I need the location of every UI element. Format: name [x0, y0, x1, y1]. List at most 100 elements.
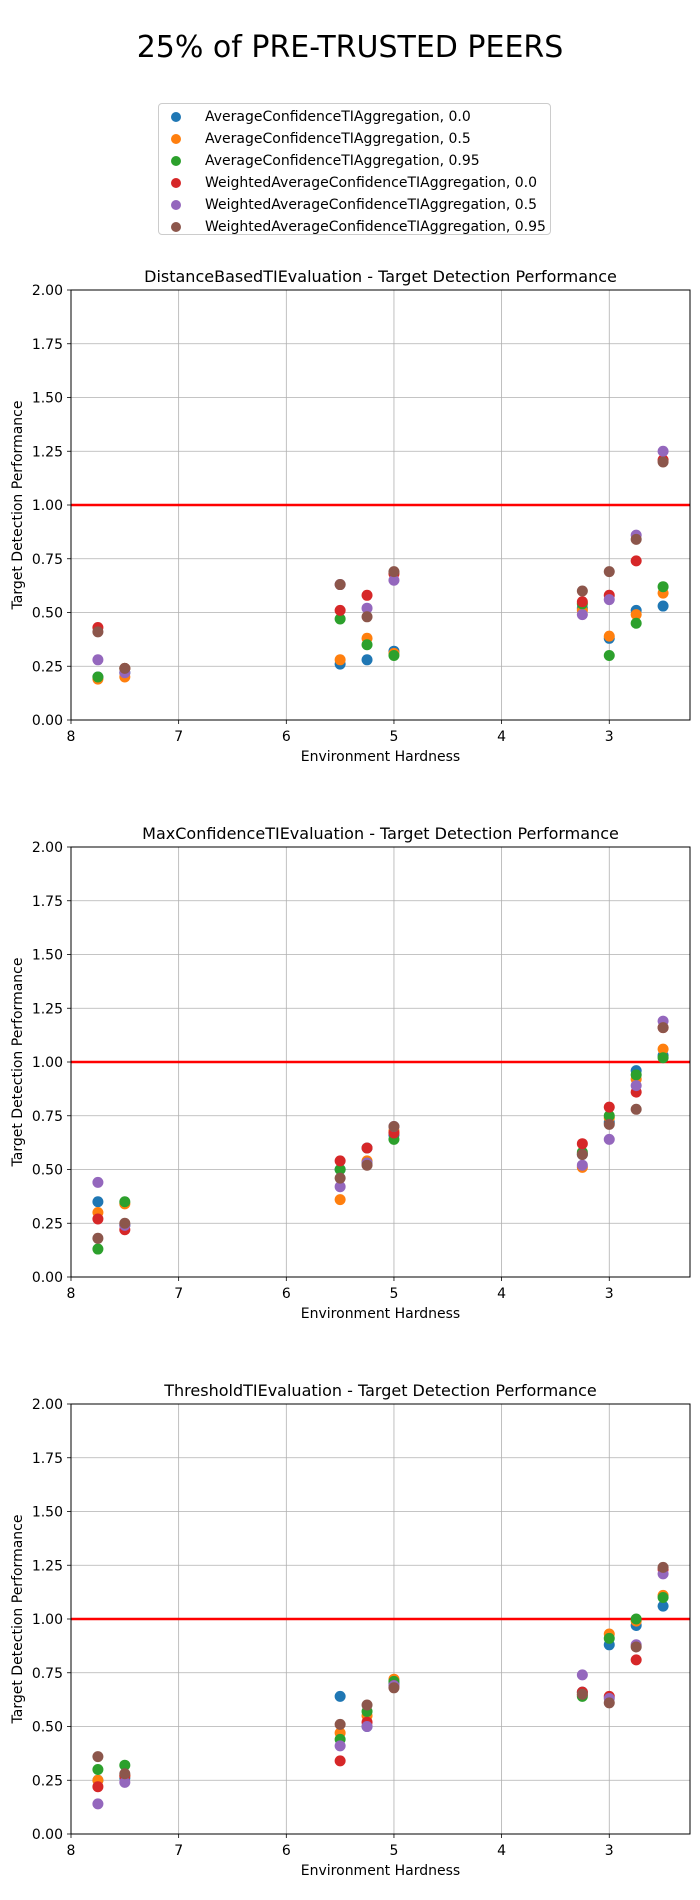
data-point [576, 1159, 588, 1171]
data-point [603, 1632, 615, 1644]
y-tick-label: 0.25 [32, 1773, 63, 1789]
data-point [92, 1781, 104, 1793]
legend-item: WeightedAverageConfidenceTIAggregation, … [159, 172, 550, 194]
data-point [576, 596, 588, 608]
data-point [603, 1101, 615, 1113]
data-point [92, 1232, 104, 1244]
chart-title: ThresholdTIEvaluation - Target Detection… [163, 1381, 597, 1400]
y-tick-label: 2.00 [32, 1397, 63, 1413]
data-point [361, 1159, 373, 1171]
plot-frame [70, 289, 691, 721]
legend-marker [171, 156, 181, 166]
data-point [657, 456, 669, 468]
plot-frame [70, 1403, 691, 1835]
data-point [334, 1690, 346, 1702]
legend-item: WeightedAverageConfidenceTIAggregation, … [159, 194, 550, 216]
x-tick-label: 3 [605, 1286, 614, 1302]
y-tick-label: 1.25 [32, 1001, 63, 1017]
data-point [657, 1043, 669, 1055]
data-point [576, 585, 588, 597]
x-tick-label: 6 [282, 1286, 291, 1302]
x-tick-label: 5 [389, 1286, 398, 1302]
legend-marker [171, 112, 181, 122]
data-point [630, 1069, 642, 1081]
data-point [603, 650, 615, 661]
data-point [603, 630, 615, 642]
data-point [657, 600, 669, 612]
y-tick-label: 2.00 [32, 283, 63, 299]
legend-label: WeightedAverageConfidenceTIAggregation, … [205, 219, 546, 235]
data-point [630, 617, 642, 629]
data-point [119, 1759, 131, 1771]
chart-title: MaxConfidenceTIEvaluation - Target Detec… [142, 824, 619, 843]
x-tick-label: 4 [497, 1286, 506, 1302]
y-axis-label: Target Detection Performance [10, 958, 26, 1168]
data-point [92, 1196, 104, 1208]
plot-frame [70, 846, 691, 1278]
y-tick-label: 1.75 [32, 894, 63, 910]
legend-label: AverageConfidenceTIAggregation, 0.95 [205, 153, 480, 169]
data-point [657, 1022, 669, 1034]
x-axis-label: Environment Hardness [301, 1306, 460, 1322]
data-point [630, 555, 642, 567]
legend: AverageConfidenceTIAggregation, 0.0 Aver… [158, 103, 551, 235]
y-tick-label: 1.00 [32, 498, 63, 514]
x-tick-label: 6 [282, 729, 291, 745]
data-point [92, 1764, 104, 1775]
data-point [630, 1103, 642, 1115]
data-point [388, 574, 400, 586]
data-point [92, 1243, 104, 1255]
x-tick-label: 5 [389, 729, 398, 745]
data-point [388, 566, 400, 578]
y-tick-label: 1.75 [32, 1451, 63, 1467]
legend-label: AverageConfidenceTIAggregation, 0.5 [205, 131, 471, 147]
data-point [334, 1755, 346, 1767]
y-axis-label: Target Detection Performance [10, 1515, 26, 1725]
data-point [657, 1592, 669, 1603]
y-tick-label: 0.25 [32, 1216, 63, 1232]
data-point [92, 626, 104, 638]
y-tick-label: 0.00 [32, 1827, 63, 1843]
legend-label: WeightedAverageConfidenceTIAggregation, … [205, 197, 538, 213]
y-tick-label: 0.25 [32, 659, 63, 675]
data-point [334, 1718, 346, 1730]
y-tick-label: 0.50 [32, 606, 63, 622]
legend-marker [171, 178, 181, 188]
data-point [630, 609, 642, 621]
data-point [92, 671, 104, 683]
legend-marker [171, 222, 181, 232]
data-point [388, 650, 400, 661]
y-tick-label: 1.25 [32, 444, 63, 460]
data-point [576, 1669, 588, 1681]
data-point [630, 1641, 642, 1653]
x-tick-label: 3 [605, 1843, 614, 1859]
data-point [92, 654, 104, 666]
data-point [92, 1798, 104, 1810]
data-point [361, 611, 373, 623]
y-tick-label: 1.50 [32, 391, 63, 407]
data-point [603, 1118, 615, 1130]
data-point [657, 581, 669, 593]
data-point [657, 1600, 669, 1612]
legend-item: AverageConfidenceTIAggregation, 0.95 [159, 150, 550, 172]
legend-marker [171, 134, 181, 144]
x-axis-label: Environment Hardness [301, 1863, 460, 1879]
x-axis-label: Environment Hardness [301, 749, 460, 765]
y-tick-label: 1.00 [32, 1612, 63, 1628]
data-point [361, 639, 373, 651]
data-point [603, 1110, 615, 1122]
data-point [92, 1176, 104, 1188]
data-point [334, 1194, 346, 1206]
data-point [361, 1142, 373, 1154]
x-tick-label: 4 [497, 1843, 506, 1859]
legend-item: AverageConfidenceTIAggregation, 0.5 [159, 128, 550, 150]
x-tick-label: 7 [174, 1843, 183, 1859]
x-tick-label: 8 [67, 1286, 76, 1302]
data-point [576, 609, 588, 621]
y-tick-label: 1.25 [32, 1558, 63, 1574]
y-tick-label: 1.00 [32, 1055, 63, 1071]
data-point [603, 1697, 615, 1709]
data-point [92, 1751, 104, 1763]
y-tick-label: 0.75 [32, 1109, 63, 1125]
